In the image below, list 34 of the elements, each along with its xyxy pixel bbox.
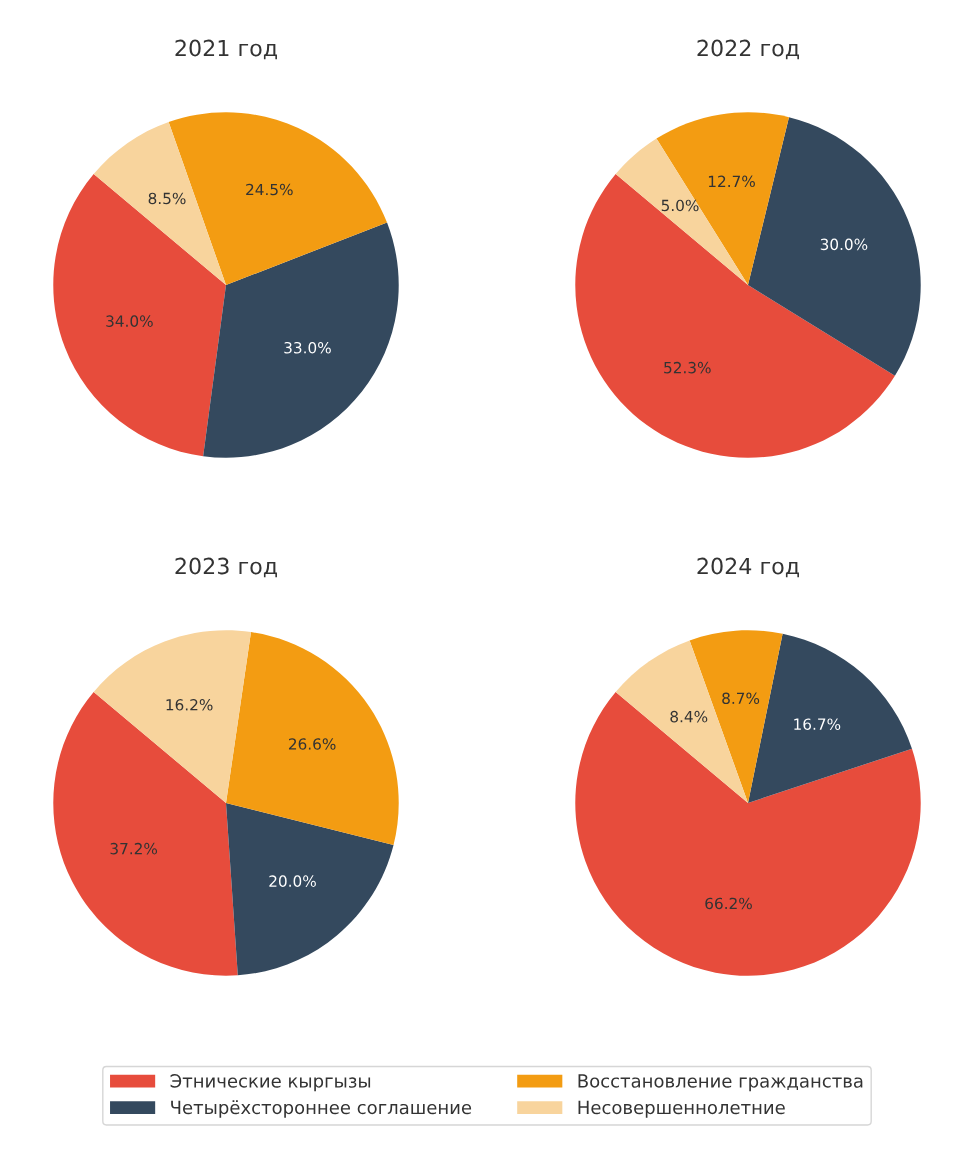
data-label: 24.5% [246, 183, 293, 196]
data-label: 52.3% [664, 361, 711, 374]
chart-title: 2022 год [697, 39, 799, 60]
legend-label: Четырёхстороннее соглашение [171, 1100, 472, 1118]
legend-label: Восстановление гражданства [578, 1074, 863, 1092]
chart-title: 2023 год [175, 557, 277, 578]
data-label: 16.7% [794, 718, 841, 730]
data-label: 34.0% [106, 315, 153, 327]
pie-slice [656, 112, 789, 285]
data-label: 5.0% [661, 199, 699, 212]
data-label: 16.2% [166, 699, 213, 711]
data-label: 26.6% [288, 738, 336, 750]
pie-slice [93, 122, 226, 285]
data-label: 8.5% [148, 192, 186, 205]
data-label: 33.0% [284, 341, 331, 354]
data-label: 66.2% [705, 897, 752, 910]
data-label: 8.7% [722, 692, 760, 705]
pie-slice [226, 803, 394, 976]
data-label: 30.0% [820, 238, 868, 251]
pie-slice [575, 691, 921, 976]
legend-label: Этнические кыргызы [170, 1074, 371, 1092]
pie-slice [203, 222, 399, 458]
data-label: 20.0% [269, 875, 316, 887]
chart-title: 2024 год [697, 557, 799, 578]
chart-title: 2021 год [175, 39, 277, 60]
pie-slice [226, 632, 399, 846]
data-label: 37.2% [110, 842, 158, 855]
data-label: 8.4% [670, 710, 708, 723]
pie-slice [53, 691, 238, 976]
pie-slice [575, 173, 895, 458]
data-label: 12.7% [708, 175, 755, 188]
pie-slice [93, 630, 251, 803]
pie-slice [53, 173, 226, 457]
legend-label: Несовершеннолетние [578, 1100, 785, 1118]
